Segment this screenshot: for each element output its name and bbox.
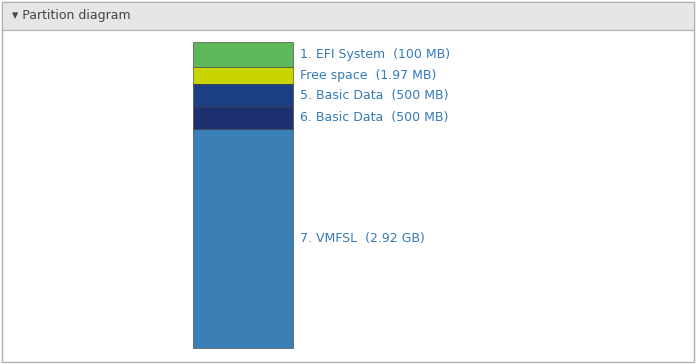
FancyBboxPatch shape [193,129,293,348]
FancyBboxPatch shape [193,67,293,84]
Text: 6. Basic Data  (500 MB): 6. Basic Data (500 MB) [300,111,448,124]
Text: 1. EFI System  (100 MB): 1. EFI System (100 MB) [300,48,450,61]
FancyBboxPatch shape [193,42,293,67]
FancyBboxPatch shape [193,84,293,107]
Text: Free space  (1.97 MB): Free space (1.97 MB) [300,69,436,82]
FancyBboxPatch shape [2,2,694,30]
Text: 5. Basic Data  (500 MB): 5. Basic Data (500 MB) [300,89,448,102]
Text: ▾ Partition diagram: ▾ Partition diagram [12,9,131,23]
Text: 7. VMFSL  (2.92 GB): 7. VMFSL (2.92 GB) [300,232,425,245]
FancyBboxPatch shape [193,107,293,129]
